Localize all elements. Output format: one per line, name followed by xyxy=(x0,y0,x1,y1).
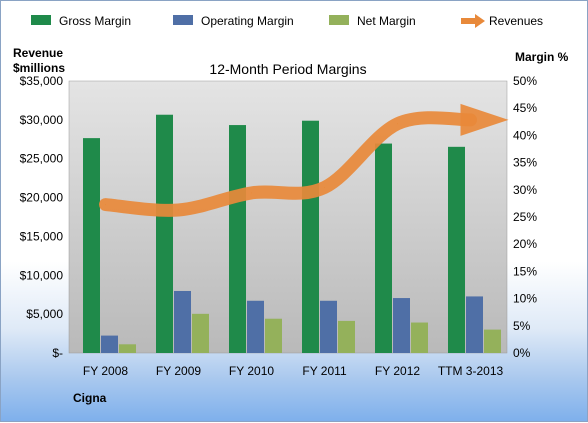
revenues-point xyxy=(324,186,325,188)
right-tick-label: 0% xyxy=(513,346,531,360)
net-margin-bar xyxy=(411,322,428,353)
gross-margin-bar xyxy=(83,138,100,353)
legend-arrow-revenues xyxy=(475,14,485,28)
gross-margin-bar xyxy=(229,125,246,354)
net-margin-bar xyxy=(119,344,136,353)
left-tick-label: $25,000 xyxy=(20,152,64,166)
left-tick-label: $20,000 xyxy=(20,191,64,205)
right-tick-label: 35% xyxy=(513,156,537,170)
legend-label: Gross Margin xyxy=(59,14,131,28)
legend-swatch-operating-margin xyxy=(173,15,193,25)
legend-label: Operating Margin xyxy=(201,14,294,28)
revenues-arrowhead xyxy=(460,103,509,136)
x-axis-ticks: FY 2008 FY 2009 FY 2010 FY 2011 FY 2012 TTM 3… xyxy=(83,364,504,378)
left-axis-label-line2: $millions xyxy=(13,61,65,75)
right-axis-label: Margin % xyxy=(515,50,569,64)
left-tick-label: $10,000 xyxy=(20,268,64,282)
x-tick-label: FY 2010 xyxy=(229,364,274,378)
right-tick-label: 15% xyxy=(513,264,537,278)
gross-margin-bar xyxy=(302,120,319,353)
right-axis-ticks: 0% 5% 10% 15% 20% 25% 30% 35% 40% 45% 50% xyxy=(513,74,537,360)
gross-margin-bar xyxy=(375,143,392,353)
right-tick-label: 50% xyxy=(513,74,537,88)
left-tick-label: $- xyxy=(52,346,63,360)
legend-label: Revenues xyxy=(489,14,543,28)
right-tick-label: 10% xyxy=(513,292,537,306)
left-tick-label: $30,000 xyxy=(20,113,64,127)
right-tick-label: 30% xyxy=(513,183,537,197)
net-margin-bar xyxy=(265,318,282,353)
revenues-point xyxy=(178,209,179,211)
x-tick-label: FY 2011 xyxy=(302,364,347,378)
revenues-point xyxy=(470,119,471,121)
right-tick-label: 20% xyxy=(513,237,537,251)
operating-margin-bar xyxy=(466,296,483,353)
legend: Gross Margin Operating Margin Net Margin Re… xyxy=(31,14,543,28)
left-axis-label-line1: Revenue xyxy=(13,46,63,60)
right-tick-label: 5% xyxy=(513,319,531,333)
right-tick-label: 45% xyxy=(513,101,537,115)
operating-margin-bar xyxy=(247,300,264,353)
left-tick-label: $15,000 xyxy=(20,229,64,243)
legend-swatch-gross-margin xyxy=(31,15,51,25)
revenues-point xyxy=(251,192,252,194)
revenues-line xyxy=(99,111,477,217)
legend-swatch-net-margin xyxy=(329,15,349,25)
x-tick-label: FY 2009 xyxy=(156,364,201,378)
left-tick-label: $35,000 xyxy=(20,74,64,88)
chart-title: 12-Month Period Margins xyxy=(209,61,366,77)
x-tick-label: TTM 3-2013 xyxy=(438,364,504,378)
revenue-line-group xyxy=(99,103,509,217)
x-tick-label: FY 2012 xyxy=(375,364,420,378)
plot-area xyxy=(68,80,508,354)
net-margin-bar xyxy=(338,320,355,353)
operating-margin-bar xyxy=(174,290,191,353)
legend-label: Net Margin xyxy=(357,14,416,28)
revenues-point xyxy=(105,204,106,206)
operating-margin-bar xyxy=(101,335,118,353)
net-margin-bar xyxy=(192,313,209,353)
x-tick-label: FY 2008 xyxy=(83,364,128,378)
gross-margin-bar xyxy=(156,114,173,353)
left-axis-ticks: $- $5,000 $10,000 $15,000 $20,000 $25,000 $30,… xyxy=(20,74,64,360)
operating-margin-bar xyxy=(320,300,337,353)
revenues-point xyxy=(397,123,398,125)
company-label: Cigna xyxy=(73,391,107,405)
bars-group xyxy=(83,114,501,354)
net-margin-bar xyxy=(484,329,501,353)
operating-margin-bar xyxy=(393,298,410,353)
right-tick-label: 25% xyxy=(513,210,537,224)
gross-margin-bar xyxy=(448,146,465,353)
left-tick-label: $5,000 xyxy=(26,307,63,321)
right-tick-label: 40% xyxy=(513,128,537,142)
